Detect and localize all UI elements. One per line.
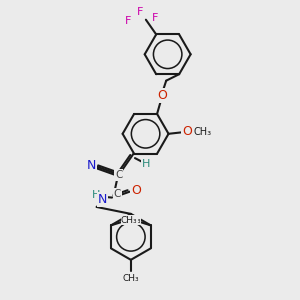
Text: CH₃: CH₃ [124, 216, 141, 225]
Text: O: O [157, 89, 167, 103]
Text: CH₃: CH₃ [194, 127, 212, 137]
Text: F: F [137, 7, 143, 17]
Text: N: N [86, 159, 96, 172]
Text: CH₃: CH₃ [121, 216, 137, 225]
Text: H: H [92, 190, 100, 200]
Text: F: F [125, 16, 131, 26]
Text: O: O [131, 184, 141, 197]
Text: O: O [182, 125, 192, 138]
Text: C: C [115, 170, 122, 180]
Text: F: F [152, 13, 158, 23]
Text: CH₃: CH₃ [122, 274, 139, 283]
Text: N: N [98, 193, 107, 206]
Text: H: H [142, 159, 150, 169]
Text: C: C [113, 189, 121, 199]
